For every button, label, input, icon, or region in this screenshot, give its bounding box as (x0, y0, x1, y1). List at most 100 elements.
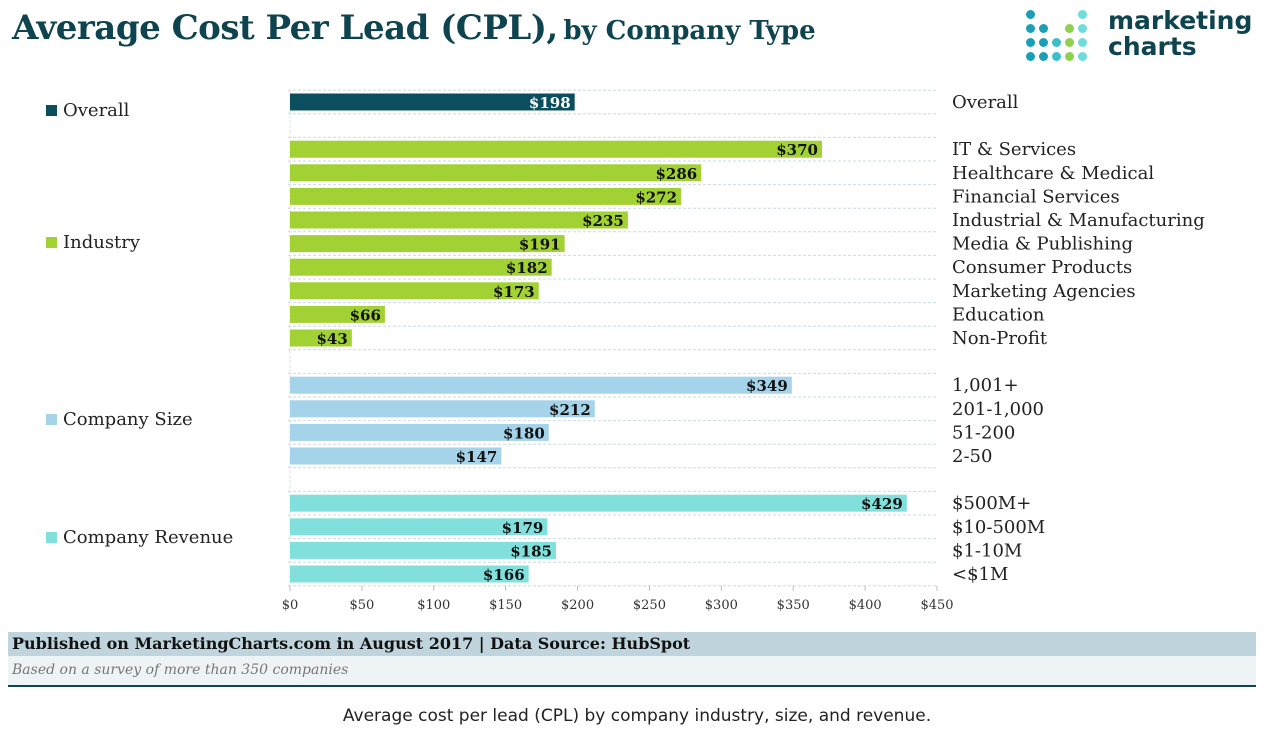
logo-dot (1078, 24, 1087, 33)
figure-caption: Average cost per lead (CPL) by company i… (342, 706, 932, 726)
bar (290, 518, 548, 536)
data-label: $212 (549, 401, 591, 419)
bar-chart: $0 $50 $100 $150 $200 $250 $300 $350 $400 $450 $19… (282, 89, 1205, 613)
x-tick-label: $400 (849, 598, 882, 613)
logo-dot (1039, 38, 1048, 47)
category-label: 2-50 (952, 446, 992, 467)
data-label: $185 (510, 542, 552, 560)
legend-label: Overall (63, 100, 130, 121)
logo-dot (1065, 24, 1074, 33)
bar (290, 282, 539, 300)
bar (290, 376, 792, 394)
data-label: $429 (861, 495, 903, 513)
legend-swatch (46, 531, 57, 543)
category-label: 51-200 (952, 422, 1015, 443)
legend-item: Overall (46, 100, 129, 121)
data-label: $147 (456, 448, 498, 466)
legend-item: Industry (46, 232, 140, 253)
data-label: $235 (582, 212, 624, 230)
logo-dot (1026, 38, 1035, 47)
x-tick-label: $300 (705, 598, 738, 613)
bar (290, 235, 565, 253)
chart-title: Average Cost Per Lead (CPL), by Company … (12, 8, 816, 48)
data-label: $349 (746, 377, 788, 395)
x-tick-label: $50 (349, 598, 374, 613)
bar (290, 423, 549, 441)
x-tick-label: $450 (920, 598, 953, 613)
bar (290, 305, 385, 323)
bar (290, 211, 628, 229)
x-tick-label: $150 (489, 598, 522, 613)
bar (290, 541, 556, 559)
bar (290, 93, 575, 111)
category-label: Education (952, 304, 1045, 325)
logo-dot (1065, 38, 1074, 47)
bar (290, 565, 529, 583)
x-tick-label: $100 (417, 598, 450, 613)
data-label: $179 (502, 519, 544, 537)
x-tick-label: $0 (282, 598, 299, 613)
logo-dot (1078, 52, 1087, 61)
legend-item: Company Size (46, 409, 193, 430)
category-label: Financial Services (952, 186, 1120, 207)
category-label: Consumer Products (952, 257, 1132, 278)
bar (290, 140, 822, 158)
data-label: $66 (350, 306, 381, 324)
bar (290, 258, 552, 276)
logo-dot (1052, 52, 1061, 61)
data-label: $166 (483, 566, 525, 584)
legend-label: Industry (63, 231, 141, 253)
category-label: <$1M (952, 564, 1008, 585)
logo-dot (1026, 24, 1035, 33)
title-sub: by Company Type (563, 16, 816, 46)
category-label: 1,001+ (952, 375, 1019, 396)
legend-swatch (46, 413, 57, 425)
x-tick-label: $350 (777, 598, 810, 613)
data-label: $180 (503, 424, 545, 442)
logo-dot (1026, 10, 1035, 19)
title-main: Average Cost Per Lead (CPL), (12, 8, 558, 48)
published-footer: Published on MarketingCharts.com in Augu… (8, 632, 1256, 656)
survey-note: Based on a survey of more than 350 compa… (8, 656, 1256, 687)
x-tick-label: $250 (633, 598, 666, 613)
logo-line1: marketing (1108, 6, 1253, 35)
data-label: $272 (635, 188, 677, 206)
category-label: IT & Services (952, 139, 1076, 160)
data-label: $182 (506, 259, 548, 277)
legend-swatch (46, 236, 57, 248)
bar (290, 187, 682, 205)
legend-item: Company Revenue (46, 527, 233, 548)
logo-dot (1078, 38, 1087, 47)
legend-label: Company Size (63, 408, 193, 430)
category-label: 201-1,000 (952, 399, 1044, 420)
bar (290, 400, 595, 418)
data-label: $198 (529, 94, 571, 112)
data-label: $43 (317, 330, 348, 348)
category-label: Industrial & Manufacturing (952, 210, 1205, 231)
logo-line2: charts (1108, 32, 1197, 61)
bar (290, 447, 502, 465)
category-label: Overall (952, 92, 1019, 113)
logo-dot (1052, 38, 1061, 47)
marketingcharts-logo: marketing charts (1026, 8, 1256, 68)
category-label: Marketing Agencies (952, 281, 1136, 302)
logo-text: marketing charts (1108, 8, 1252, 60)
bar (290, 494, 907, 512)
category-label: $500M+ (952, 493, 1031, 514)
data-label: $173 (493, 283, 535, 301)
category-label: Healthcare & Medical (952, 163, 1154, 184)
category-label: $1-10M (952, 540, 1022, 561)
logo-dot (1039, 52, 1048, 61)
logo-dot (1039, 24, 1048, 33)
x-tick-label: $200 (561, 598, 594, 613)
category-label: Non-Profit (952, 328, 1048, 349)
logo-dot (1078, 10, 1087, 19)
category-label: Media & Publishing (952, 234, 1133, 255)
bar (290, 164, 702, 182)
logo-dot (1065, 52, 1074, 61)
bar (290, 329, 352, 347)
data-label: $191 (519, 236, 561, 254)
logo-dot (1026, 52, 1035, 61)
category-label: $10-500M (952, 517, 1045, 538)
legend-swatch (46, 105, 57, 116)
